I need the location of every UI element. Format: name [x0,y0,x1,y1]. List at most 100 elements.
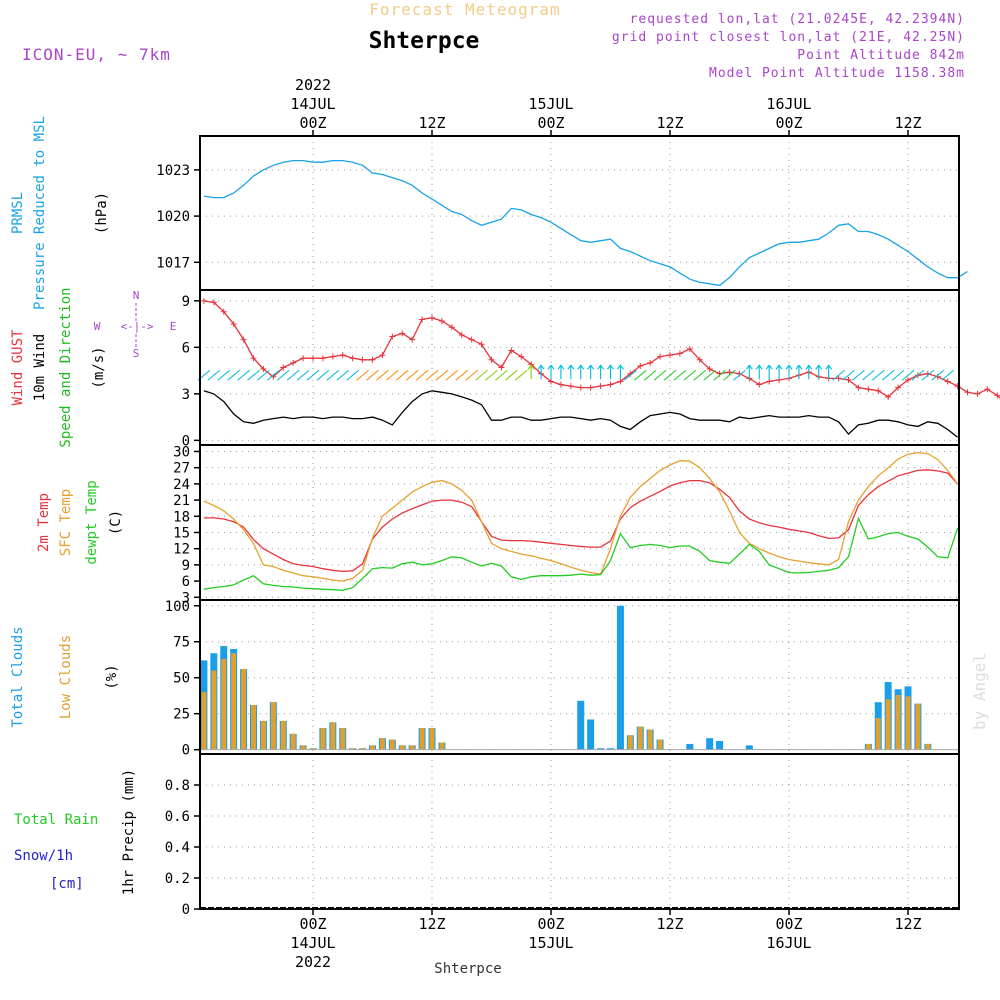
gust-marker [548,378,554,385]
grid-point-coords: grid point closest lon,lat (21E, 42.25N) [612,30,965,45]
gust-marker [518,353,525,360]
wind-dir-arrow [527,364,535,380]
time-label-bottom: 16JUL [766,934,811,952]
panel-unit: (m/s) [91,346,107,388]
panel-label-line: Speed and Direction [58,287,74,447]
wind-dir-arrow [326,369,340,381]
gust-marker [488,356,495,363]
y-tick-label: 18 [173,509,190,525]
bar-low-clouds [875,718,881,750]
time-label-bottom: 14JUL [290,934,335,952]
wind-dir-arrow [775,364,783,380]
gust-marker [845,376,852,383]
y-tick-label: 1020 [156,209,190,225]
wind-dir-arrow [643,369,657,381]
gust-marker [994,392,1000,399]
panel-frame [199,135,960,291]
bar-low-clouds [419,728,425,750]
wind-dir-arrow [607,364,614,380]
bar-low-clouds [290,733,296,750]
panel-precip: 0 0.2 0.4 0.6 0.8 [165,753,960,918]
bar-low-clouds [409,745,415,750]
wind-dir-arrow [465,369,479,381]
panel-label-line: [cm] [50,876,84,892]
y-tick-label: 12 [173,542,190,558]
bar-total-clouds [577,700,585,750]
wind-dir-arrow [825,364,833,380]
bar-low-clouds [905,696,911,750]
wind-dir-arrow [547,364,555,380]
series-line-pressure [203,159,968,287]
wind-dir-arrow [881,369,895,381]
wind-dir-arrow [673,369,687,381]
gust-marker [706,366,713,373]
gust-marker [667,352,673,359]
time-label-top: 2022 [295,76,331,94]
panel-label-clouds: Total Clouds Low Clouds (%) [10,626,120,727]
time-label-bottom: 00Z [537,915,564,933]
bar-low-clouds [241,669,247,750]
y-tick-label: 0 [182,433,190,449]
wind-dir-arrow [346,369,360,381]
gust-marker [210,299,217,306]
time-label-bottom: 2022 [295,953,331,971]
wind-dir-arrow [405,369,419,381]
compass-west: W [94,320,101,333]
time-label-top: 12Z [418,114,445,132]
model-label: ICON-EU, ~ 7km [22,45,171,64]
panel-unit: (hPa) [94,192,110,234]
wind-dir-arrow [587,364,595,380]
compass-north: N [133,289,140,302]
gust-marker [974,390,981,397]
y-tick-label: 9 [182,294,190,310]
bar-low-clouds [379,738,385,750]
gust-marker [696,356,703,363]
wind-dir-arrow [755,364,763,380]
gust-marker [647,359,654,366]
credit-watermark: by Angel [970,653,989,730]
gust-marker [686,345,693,352]
wind-dir-arrow [385,369,399,381]
wind-dir-arrow [296,369,310,381]
time-label-bottom: 00Z [299,915,326,933]
y-tick-label: 6 [182,574,190,590]
wind-dir-arrow [504,369,518,381]
y-tick-label: 21 [173,493,190,509]
gust-marker [319,355,326,362]
location-title: Shterpce [369,28,480,54]
gust-marker [448,324,455,331]
bar-total-clouds [616,605,624,750]
wind-dir-arrow [217,369,231,381]
gust-marker [200,297,207,304]
panel-wind: 0 3 6 9 [182,289,1000,449]
bar-low-clouds [251,705,256,750]
compass: N <-|-> W E S [94,289,177,360]
panel-label-line: dewpt Temp [84,480,100,564]
panel-label-line: PRMSL [10,192,26,234]
gust-marker [557,381,564,388]
gust-marker [498,364,505,371]
wind-dir-arrow [861,369,875,381]
gust-marker [865,386,872,393]
bar-low-clouds [925,743,931,750]
wind-dir-arrow [703,369,717,381]
y-tick-label: 27 [173,461,190,477]
bar-low-clouds [429,728,435,750]
panel-pressure: 1017 1020 1023 [156,135,968,291]
bar-low-clouds [370,745,375,750]
wind-dir-arrow [785,364,793,380]
wind-dir-arrow [852,369,865,381]
wind-dir-arrow [435,369,449,381]
time-label-top: 00Z [775,114,802,132]
wind-dir-arrow [693,369,707,381]
chart-subtitle: Forecast Meteogram [369,0,560,19]
bar-low-clouds [865,743,871,750]
wind-dir-arrow [713,369,726,381]
panel-label-precip: Total Rain Snow/1h [cm] 1hr Precip (mm) [14,769,137,895]
panel-frame [199,753,960,910]
gust-marker [230,321,237,328]
y-tick-label: 0.6 [165,809,190,825]
gust-marker [676,350,683,357]
gust-marker [310,355,316,362]
gust-marker [260,366,267,373]
